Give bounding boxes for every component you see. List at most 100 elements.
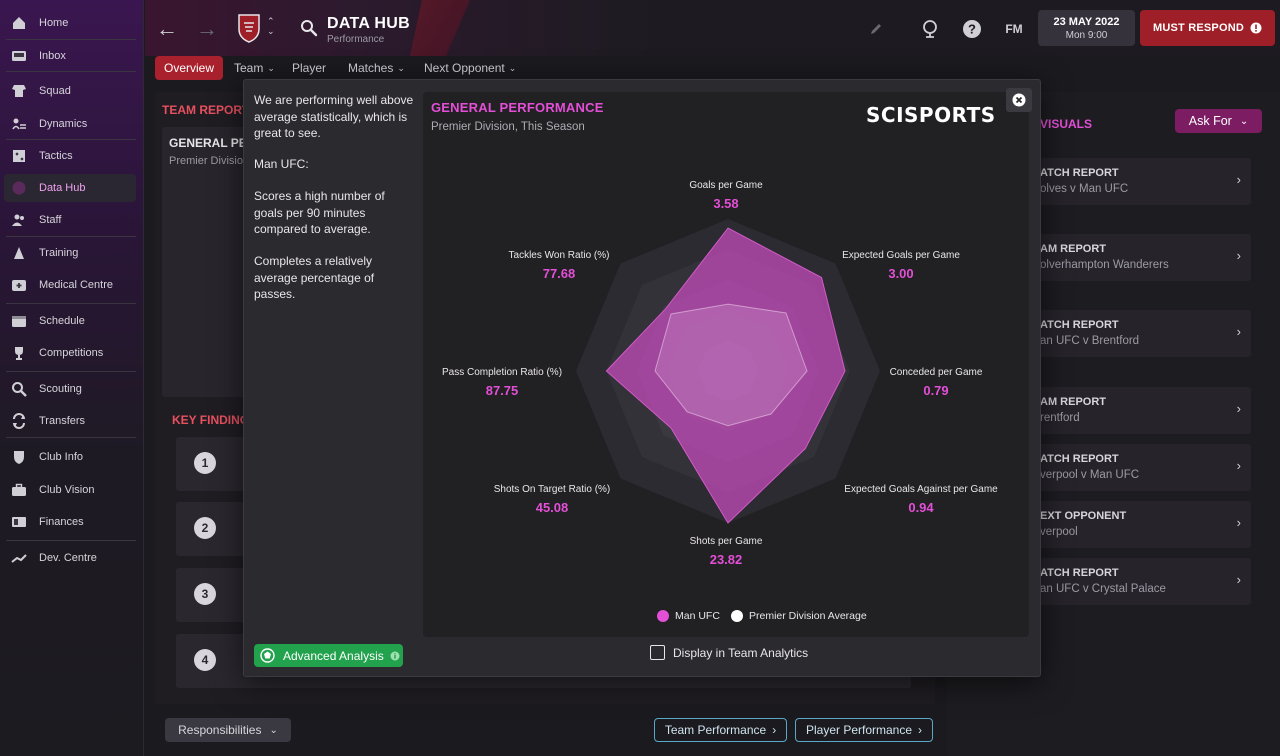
sidebar-item-competitions[interactable]: Competitions (4, 339, 136, 367)
team-performance-label: Team Performance (664, 723, 767, 737)
world-icon[interactable] (920, 19, 940, 39)
sub-navigation: Overview Team ⌄ Player Matches ⌄ Next Opponent… (145, 56, 1280, 82)
finances-icon (10, 513, 28, 531)
sidebar-item-label: Tactics (39, 150, 73, 162)
visual-card[interactable]: AM REPORT rentford › (1030, 387, 1251, 434)
sidebar-item-club-info[interactable]: Club Info (4, 443, 136, 471)
visual-card-subtitle: rentford (1040, 412, 1080, 424)
player-performance-button[interactable]: Player Performance › (795, 718, 933, 742)
sidebar-item-label: Transfers (39, 415, 86, 427)
chevron-down-icon: ⌄ (1239, 115, 1249, 127)
sidebar-item-dev-centre[interactable]: Dev. Centre (4, 544, 136, 572)
radar-axis-value: 45.08 (535, 500, 569, 515)
responsibilities-button[interactable]: Responsibilities ⌄ (165, 718, 291, 742)
visual-card[interactable]: ATCH REPORT verpool v Man UFC › (1030, 444, 1251, 491)
chevron-down-icon: ⌄ (508, 62, 517, 73)
staff-icon (10, 211, 28, 229)
current-date: 23 MAY 2022 (1053, 16, 1120, 28)
radar-axis-label: Pass Completion Ratio (%) (441, 367, 563, 378)
club-switcher-chevrons-icon[interactable]: ⌃ ⌄ (267, 16, 275, 36)
sidebar-item-inbox[interactable]: Inbox (4, 42, 136, 70)
visual-card[interactable]: AM REPORT olverhampton Wanderers › (1030, 234, 1251, 281)
tab-matches[interactable]: Matches ⌄ (348, 56, 405, 80)
player-performance-label: Player Performance (805, 723, 913, 737)
sidebar-item-scouting[interactable]: Scouting (4, 375, 136, 403)
visual-card[interactable]: ATCH REPORT olves v Man UFC › (1030, 158, 1251, 205)
close-modal-button[interactable] (1006, 88, 1032, 112)
chart-subtitle: Premier Division, This Season (431, 121, 585, 133)
sidebar-item-label: Training (39, 247, 79, 259)
key-finding-number: 2 (194, 517, 216, 539)
sidebar-item-home[interactable]: Home (4, 9, 136, 37)
fm-menu-button[interactable]: FM (1005, 22, 1023, 36)
radar-axis-value: 23.82 (709, 552, 743, 567)
trophy-icon (10, 344, 28, 362)
sidebar-item-label: Finances (39, 516, 84, 528)
chevron-right-icon: › (772, 723, 777, 737)
advanced-analysis-label: Advanced Analysis (283, 648, 384, 663)
sidebar-item-staff[interactable]: Staff (4, 206, 136, 234)
chevron-down-icon: ⌄ (267, 62, 275, 73)
back-arrow-icon[interactable]: ← (156, 16, 178, 41)
sidebar-divider (6, 236, 136, 237)
chevron-down-icon: ⌄ (269, 724, 278, 736)
sidebar-divider (6, 39, 136, 40)
tab-next-opponent[interactable]: Next Opponent ⌄ (424, 56, 516, 80)
radar-axis-value: 0.79 (923, 383, 949, 398)
radar-axis-label: Expected Goals Against per Game (844, 484, 998, 495)
shield-icon (10, 448, 28, 466)
sidebar-divider (6, 371, 136, 372)
sidebar-divider (6, 540, 136, 541)
sidebar-item-schedule[interactable]: Schedule (4, 307, 136, 335)
sidebar-item-transfers[interactable]: Transfers (4, 407, 136, 435)
key-finding-number: 3 (194, 583, 216, 605)
radar-axis-value: 77.68 (542, 266, 576, 281)
ask-for-button[interactable]: Ask For ⌄ (1175, 109, 1262, 133)
sidebar-item-tactics[interactable]: Tactics (4, 142, 136, 170)
sidebar-item-training[interactable]: Training (4, 239, 136, 267)
general-performance-card[interactable] (162, 127, 247, 397)
visual-card-subtitle: olves v Man UFC (1040, 183, 1129, 195)
date-display[interactable]: 23 MAY 2022 Mon 9:00 (1038, 10, 1135, 46)
radar-axis-label: Conceded per Game (889, 367, 983, 378)
tab-label: Overview (164, 61, 215, 75)
sidebar-item-data-hub[interactable]: Data Hub (4, 174, 136, 202)
help-icon[interactable]: ? (962, 19, 982, 39)
team-performance-button[interactable]: Team Performance › (654, 718, 787, 742)
scouting-icon (10, 380, 28, 398)
info-paragraph: Man UFC: (254, 157, 309, 171)
club-crest-icon[interactable] (237, 13, 261, 43)
radar-axis-label: Shots per Game (689, 536, 763, 547)
advanced-analysis-button[interactable]: Advanced Analysis (254, 644, 403, 667)
sidebar: Home Inbox Squad Dynamics Tactics Data Hub Sta… (0, 0, 144, 756)
sidebar-item-label: Dev. Centre (39, 552, 97, 564)
checkbox-box[interactable] (650, 645, 665, 660)
edit-pencil-icon[interactable] (866, 19, 886, 39)
chevron-right-icon: › (1236, 515, 1241, 530)
visual-card-title: AM REPORT (1040, 243, 1106, 255)
legend-label-team: Man UFC (675, 610, 720, 622)
tab-player[interactable]: Player (292, 56, 326, 80)
sidebar-item-dynamics[interactable]: Dynamics (4, 110, 136, 138)
visual-card[interactable]: ATCH REPORT an UFC v Crystal Palace › (1030, 558, 1251, 605)
chevron-right-icon: › (1236, 172, 1241, 187)
sidebar-item-squad[interactable]: Squad (4, 77, 136, 105)
visual-card[interactable]: EXT OPPONENT verpool › (1030, 501, 1251, 548)
sidebar-item-medical-centre[interactable]: Medical Centre (4, 271, 136, 299)
tab-team[interactable]: Team ⌄ (234, 56, 275, 80)
general-sub-clipped: Premier Divisio (169, 155, 243, 167)
sidebar-item-finances[interactable]: Finances (4, 508, 136, 536)
sidebar-item-label: Dynamics (39, 118, 88, 130)
display-in-team-analytics-checkbox[interactable]: Display in Team Analytics (650, 645, 808, 660)
radar-axis-label: Shots On Target Ratio (%) (493, 484, 611, 495)
radar-axis-value: 87.75 (485, 383, 519, 398)
must-respond-button[interactable]: MUST RESPOND (1140, 10, 1275, 46)
visual-card-title: ATCH REPORT (1040, 567, 1119, 579)
visual-card[interactable]: ATCH REPORT an UFC v Brentford › (1030, 310, 1251, 357)
search-icon[interactable] (300, 19, 318, 37)
data-hub-icon (10, 179, 28, 197)
sidebar-item-club-vision[interactable]: Club Vision (4, 476, 136, 504)
forward-arrow-icon[interactable]: → (196, 16, 218, 41)
tab-overview[interactable]: Overview (155, 56, 224, 80)
visuals-heading: VISUALS (1040, 117, 1093, 131)
